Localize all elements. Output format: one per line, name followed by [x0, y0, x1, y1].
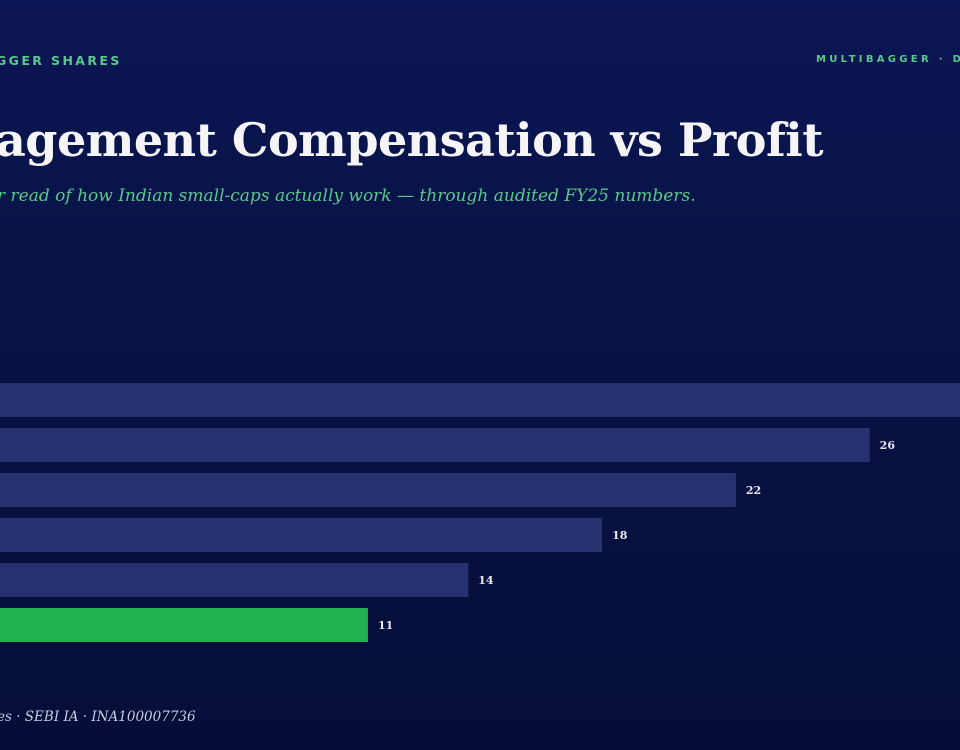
bar-highlighted	[0, 608, 368, 642]
bar	[0, 518, 603, 552]
page-subtitle: r read of how Indian small-caps actually…	[0, 186, 696, 206]
bar	[0, 383, 960, 417]
page-title: agement Compensation vs Profit	[0, 113, 823, 167]
series-label: MULTIBAGGER · D	[816, 54, 960, 65]
bar-value-label: 22	[746, 484, 761, 497]
bar-value-label: 11	[378, 619, 393, 632]
bar	[0, 428, 870, 462]
bar-value-label: 26	[880, 439, 896, 452]
bar-value-label: 18	[612, 529, 628, 542]
bar-value-label: 14	[478, 574, 494, 587]
footer-disclosure: es · SEBI IA · INA100007736	[0, 709, 196, 725]
bar	[0, 563, 469, 597]
brand-label: GGER SHARES	[0, 53, 122, 68]
bar	[0, 473, 736, 507]
